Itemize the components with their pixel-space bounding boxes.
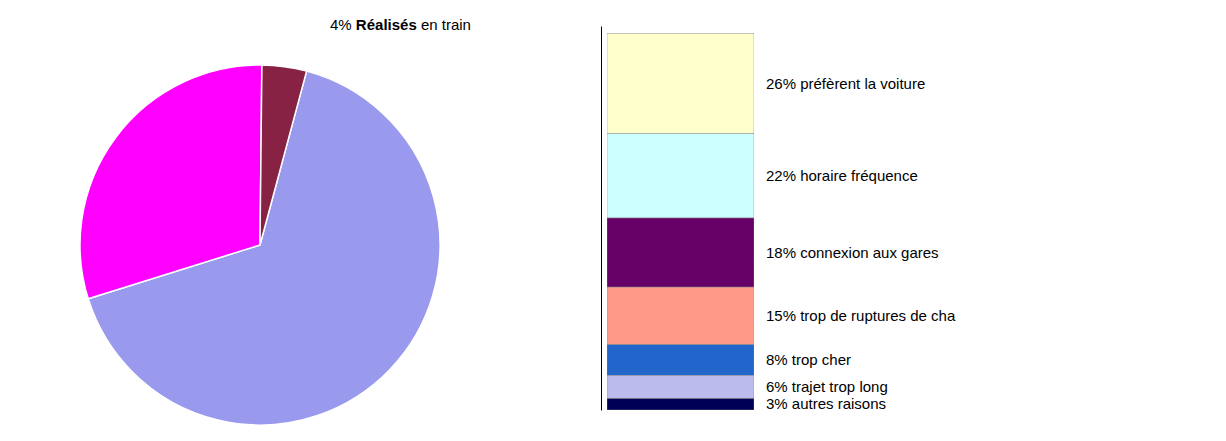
y-axis-line — [601, 27, 602, 411]
bars — [607, 34, 754, 410]
annotation-part: 4% — [330, 16, 356, 33]
pie — [80, 65, 440, 425]
y-axis — [601, 27, 602, 411]
pie-slice — [80, 65, 262, 299]
segment-label: 18% connexion aux gares — [766, 244, 939, 261]
chart: 4% Réalisés en train 26% préfèrent la voi… — [0, 0, 1226, 441]
segment-label: 26% préfèrent la voiture — [766, 75, 925, 92]
segment-labels: 26% préfèrent la voiture 22% horaire fréq… — [766, 75, 956, 413]
bar-segment — [607, 218, 754, 287]
bar-segment — [607, 34, 754, 134]
bar-segment — [607, 287, 754, 345]
bar-segment — [607, 375, 754, 398]
segment-label: 8% trop cher — [766, 351, 851, 368]
bar-segment — [607, 345, 754, 376]
pie-slice — [260, 65, 307, 245]
segment-label: 6% trajet trop long — [766, 378, 888, 395]
annotation-part: Réalisés — [356, 16, 417, 33]
segment-label: 22% horaire fréquence — [766, 167, 918, 184]
bar-segment — [607, 398, 754, 410]
segment-label: 15% trop de ruptures de cha — [766, 307, 956, 324]
bar-segment — [607, 134, 754, 218]
annotation-part: en train — [417, 16, 471, 33]
annotation: 4% Réalisés en train — [330, 16, 471, 33]
segment-label: 3% autres raisons — [766, 395, 886, 412]
